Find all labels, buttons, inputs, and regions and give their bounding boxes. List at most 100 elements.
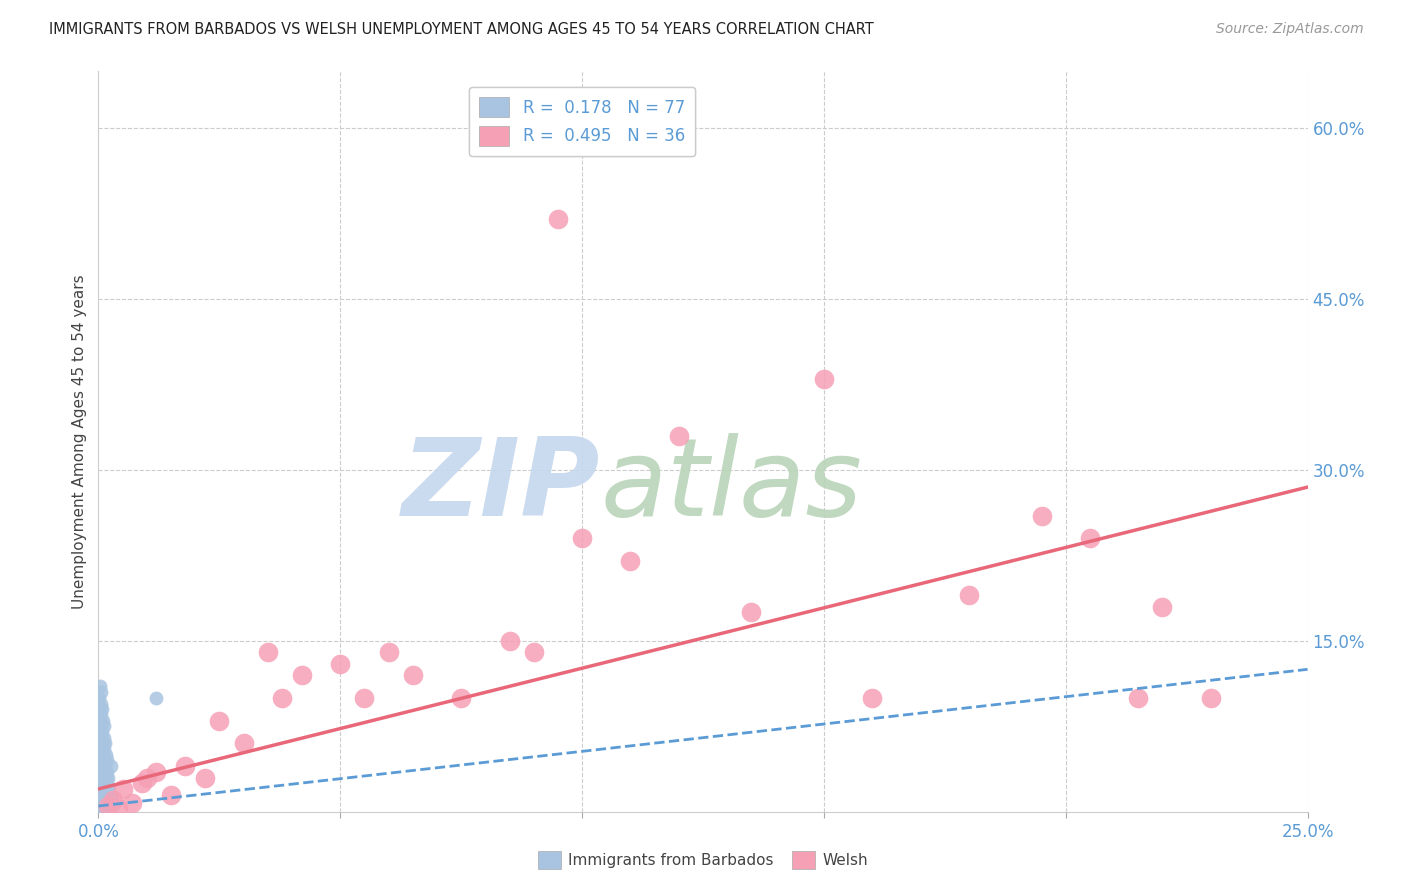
Point [121, 796, 143, 810]
Text: Source: ZipAtlas.com: Source: ZipAtlas.com [1216, 22, 1364, 37]
Point [547, 212, 569, 227]
Point [94, 793, 117, 807]
Point [93, 764, 115, 779]
Point [91, 725, 114, 739]
Point [89, 714, 111, 728]
Legend: R =  0.178   N = 77, R =  0.495   N = 36: R = 0.178 N = 77, R = 0.495 N = 36 [470, 87, 695, 156]
Point [377, 645, 399, 659]
Point [450, 690, 472, 705]
Point [160, 788, 183, 802]
Point [91, 714, 114, 728]
Point [90, 742, 112, 756]
Point [93, 742, 115, 756]
Point [91, 781, 114, 796]
Point [90, 771, 112, 785]
Point [668, 429, 690, 443]
Point [90, 788, 112, 802]
Point [619, 554, 641, 568]
Point [145, 690, 167, 705]
Point [91, 736, 114, 750]
Point [90, 788, 112, 802]
Point [813, 372, 835, 386]
Point [860, 690, 883, 705]
Point [89, 771, 111, 785]
Point [93, 731, 115, 745]
Point [91, 759, 114, 773]
Point [402, 668, 425, 682]
Point [101, 793, 124, 807]
Point [91, 702, 114, 716]
Point [97, 781, 120, 796]
Point [101, 799, 124, 814]
Point [90, 685, 112, 699]
Text: IMMIGRANTS FROM BARBADOS VS WELSH UNEMPLOYMENT AMONG AGES 45 TO 54 YEARS CORRELA: IMMIGRANTS FROM BARBADOS VS WELSH UNEMPL… [49, 22, 875, 37]
Point [91, 747, 114, 762]
Point [89, 736, 111, 750]
Point [89, 680, 111, 694]
Point [89, 793, 111, 807]
Point [91, 799, 114, 814]
Point [90, 707, 112, 722]
Point [523, 645, 546, 659]
Point [98, 788, 121, 802]
Point [96, 788, 118, 802]
Point [91, 781, 114, 796]
Point [98, 799, 121, 814]
Point [90, 776, 112, 790]
Point [91, 781, 114, 796]
Point [353, 690, 375, 705]
Point [90, 731, 112, 745]
Point [90, 793, 112, 807]
Point [100, 793, 122, 807]
Point [98, 788, 121, 802]
Point [89, 801, 111, 815]
Point [97, 781, 120, 796]
Point [93, 771, 115, 785]
Point [1152, 599, 1174, 614]
Point [135, 771, 157, 785]
Y-axis label: Unemployment Among Ages 45 to 54 years: Unemployment Among Ages 45 to 54 years [72, 274, 87, 609]
Point [93, 788, 115, 802]
Point [89, 690, 111, 705]
Point [96, 799, 118, 814]
Point [91, 776, 114, 790]
Point [740, 606, 762, 620]
Point [94, 771, 117, 785]
Point [94, 747, 117, 762]
Point [100, 759, 122, 773]
Point [93, 781, 115, 796]
Point [93, 754, 115, 768]
Point [89, 725, 111, 739]
Point [89, 747, 111, 762]
Point [96, 776, 118, 790]
Point [957, 588, 980, 602]
Point [208, 714, 231, 728]
Point [1078, 532, 1101, 546]
Point [571, 532, 593, 546]
Text: atlas: atlas [600, 434, 862, 539]
Point [89, 799, 111, 814]
Point [94, 736, 117, 750]
Point [100, 788, 122, 802]
Point [93, 719, 115, 733]
Point [97, 799, 120, 814]
Point [89, 702, 111, 716]
Point [89, 764, 111, 779]
Point [89, 759, 111, 773]
Point [1031, 508, 1053, 523]
Point [232, 736, 254, 750]
Point [91, 776, 114, 790]
Point [89, 799, 111, 814]
Point [107, 801, 129, 815]
Point [1199, 690, 1222, 705]
Point [89, 771, 111, 785]
Point [194, 771, 217, 785]
Point [256, 645, 278, 659]
Legend: Immigrants from Barbados, Welsh: Immigrants from Barbados, Welsh [531, 845, 875, 875]
Point [93, 776, 115, 790]
Point [90, 697, 112, 711]
Point [89, 797, 111, 811]
Point [90, 719, 112, 733]
Point [90, 791, 112, 805]
Point [94, 793, 117, 807]
